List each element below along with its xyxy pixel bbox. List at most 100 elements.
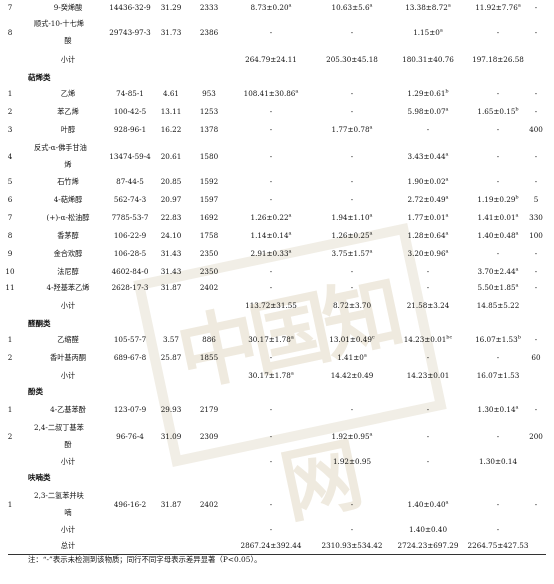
concentration-sample-2: - [350, 177, 354, 186]
table-row: 小计 - 1.92±0.95 - 1.30±0.14 [0, 454, 554, 470]
cas-number: 96-76-4 [116, 432, 144, 441]
table-bottom-rule [8, 554, 546, 555]
concentration-sample-1: - [269, 107, 273, 116]
concentration-sample-1: - [269, 267, 273, 276]
concentration-sample-3: 21.58±3.24 [406, 301, 450, 310]
table-row: 11 4-羟基苯乙烯 2628-17-3 31.87 2402 - - - 5.50±1.85a… [0, 280, 554, 296]
significance-letter: a [369, 248, 373, 255]
concentration-sample-2: 1.92±0.95 [332, 457, 372, 466]
concentration-sample-4: 1.65±0.15b [477, 106, 519, 116]
concentration-sample-1: 2867.24±392.44 [240, 541, 302, 550]
retention-time: 29.93 [160, 405, 182, 414]
significance-letter: a [369, 124, 373, 131]
significance-letter: a [439, 27, 443, 34]
compound-name: 小计 [60, 301, 76, 310]
table-row: 小计 30.17±1.78a 14.42±0.49 14.23±0.01 16.07±1… [0, 368, 554, 384]
significance-letter: a [445, 499, 449, 506]
cas-number: 13474-59-4 [109, 152, 151, 161]
significance-letter: a [369, 431, 373, 438]
concentration-sample-3: 1.28±0.64a [407, 230, 449, 240]
row-number: 9 [7, 249, 13, 258]
concentration-sample-4: - [496, 353, 500, 362]
retention-index: 2402 [199, 283, 219, 292]
concentration-sample-1: - [269, 177, 273, 186]
significance-letter: a [445, 106, 449, 113]
concentration-sample-4: 14.85±5.22 [476, 301, 520, 310]
concentration-sample-4: 2264.75±427.53 [467, 541, 529, 550]
retention-time: 31.73 [160, 28, 182, 37]
concentration-sample-4: - [496, 500, 500, 509]
odor-threshold: 60 [531, 353, 541, 362]
concentration-sample-1: 8.73±0.20a [250, 2, 292, 12]
row-number: 2 [7, 432, 13, 441]
cas-number: 29743-97-3 [109, 28, 151, 37]
odor-threshold: - [534, 152, 538, 161]
significance-letter: a [295, 88, 299, 95]
significance-letter: a [369, 212, 373, 219]
cas-number: 87-44-5 [116, 177, 144, 186]
row-number: 1 [7, 335, 13, 344]
compound-name: 2,3-二氢苯并呋 [34, 491, 84, 500]
table-row: 2 2,4-二叔丁基苯酚 96-76-4 31.09 2309 - 1.92±0.95a - -… [0, 420, 554, 454]
concentration-sample-3: 3.20±0.96a [407, 248, 449, 258]
concentration-sample-2: 1.26±0.25a [331, 230, 373, 240]
section-header-row: 醛酮类 [0, 316, 554, 332]
table-row: 2 苯乙烯 100-42-5 13.11 1253 - - 5.98±0.07a 1.65±0.… [0, 104, 554, 120]
concentration-sample-1: - [269, 28, 273, 37]
concentration-sample-3: - [426, 353, 430, 362]
row-number: 3 [7, 125, 13, 134]
cas-number: 123-07-9 [113, 405, 147, 414]
concentration-sample-3: - [426, 267, 430, 276]
concentration-sample-1: 2.91±0.33a [250, 248, 292, 258]
row-number: 2 [7, 353, 13, 362]
table-row: 4 反式-α-佛手甘油烯 13474-59-4 20.61 1580 - - 3.43±0.4… [0, 140, 554, 174]
concentration-sample-2: 1.92±0.95a [331, 431, 373, 441]
compound-name: 4-乙基苯酚 [50, 405, 86, 414]
retention-time: 31.87 [160, 500, 182, 509]
concentration-sample-4: - [496, 125, 500, 134]
retention-time: 13.11 [160, 107, 182, 116]
table-row: 1 4-乙基苯酚 123-07-9 29.93 2179 - - - 1.30±0.14a - [0, 402, 554, 418]
concentration-sample-3: 1.77±0.01a [407, 212, 449, 222]
cas-number: 689-67-8 [113, 353, 147, 362]
significance-letter: b [517, 334, 521, 341]
retention-index: 2350 [199, 267, 219, 276]
compound-name-continued: 烯 [64, 160, 72, 169]
cas-number: 928-96-1 [113, 125, 147, 134]
significance-letter: a [369, 230, 373, 237]
table-row: 3 叶醇 928-96-1 16.22 1378 - 1.77±0.78a - - 400 [0, 122, 554, 138]
cas-number: 4602-84-0 [111, 267, 149, 276]
compound-name: 反式-α-佛手甘油 [34, 143, 87, 152]
retention-time: 3.57 [162, 335, 180, 344]
cas-number: 100-42-5 [113, 107, 147, 116]
significance-letter: a [515, 266, 519, 273]
significance-letter: a [445, 194, 449, 201]
odor-threshold: - [534, 405, 538, 414]
table-row: 5 石竹烯 87-44-5 20.85 1592 - - 1.90±0.02a - - [0, 174, 554, 190]
concentration-sample-4: 1.40±0.48a [477, 230, 519, 240]
concentration-sample-3: - [426, 125, 430, 134]
compound-name: 法尼醇 [57, 267, 79, 276]
retention-index: 1253 [199, 107, 219, 116]
concentration-sample-3: - [426, 405, 430, 414]
concentration-sample-4: - [496, 525, 500, 534]
retention-time: 16.22 [160, 125, 182, 134]
retention-index: 2386 [199, 28, 219, 37]
section-title: 酚类 [28, 387, 43, 396]
retention-index: 953 [202, 89, 216, 98]
concentration-sample-1: 1.26±0.22a [250, 212, 292, 222]
retention-time: 20.97 [160, 195, 182, 204]
concentration-sample-2: - [350, 283, 354, 292]
concentration-sample-3: 13.38±8.72a [405, 2, 451, 12]
cas-number: 7785-53-7 [111, 213, 149, 222]
retention-index: 1378 [199, 125, 219, 134]
compound-name: 2,4-二叔丁基苯 [34, 423, 84, 432]
significance-letter: b [515, 194, 519, 201]
retention-index: 1692 [199, 213, 219, 222]
retention-time: 31.29 [160, 3, 182, 12]
compound-name: 乙烯 [60, 89, 76, 98]
table-row: 1 乙缩醛 105-57-7 3.57 886 30.17±1.78a 13.01±0.49… [0, 332, 554, 348]
concentration-sample-2: 2310.93±534.42 [321, 541, 383, 550]
table-row: 10 法尼醇 4602-84-0 31.43 2350 - - - 3.70±2.44a - [0, 264, 554, 280]
concentration-sample-4: 1.41±0.01a [477, 212, 519, 222]
